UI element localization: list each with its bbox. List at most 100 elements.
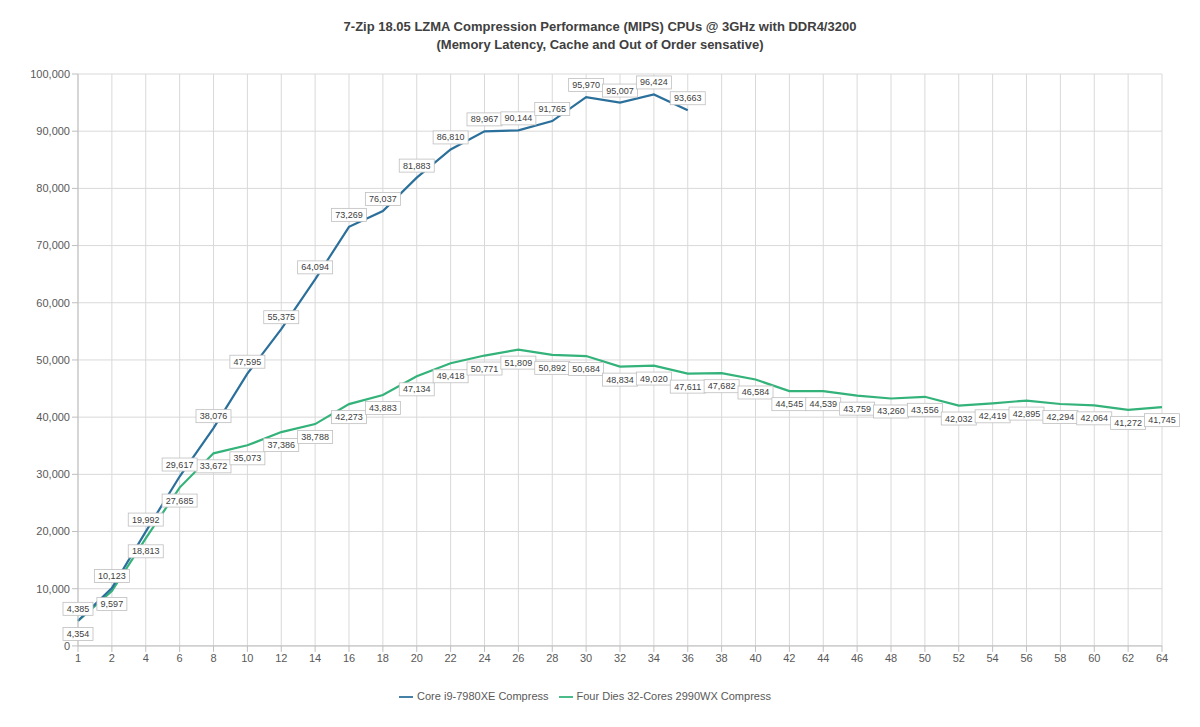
svg-text:12: 12 [275,652,287,664]
svg-text:0: 0 [64,640,70,652]
svg-text:43,260: 43,260 [877,406,905,416]
svg-text:41,745: 41,745 [1148,415,1176,425]
svg-text:62: 62 [1122,652,1134,664]
svg-text:60: 60 [1088,652,1100,664]
svg-text:2: 2 [109,652,115,664]
svg-text:18: 18 [377,652,389,664]
svg-text:29,617: 29,617 [166,460,194,470]
svg-text:64,094: 64,094 [301,262,329,272]
svg-text:35,073: 35,073 [234,453,262,463]
svg-text:20,000: 20,000 [36,525,70,537]
svg-text:42: 42 [783,652,795,664]
svg-text:34: 34 [648,652,660,664]
svg-text:48: 48 [885,652,897,664]
svg-text:30: 30 [580,652,592,664]
svg-text:90,144: 90,144 [505,113,533,123]
svg-text:26: 26 [512,652,524,664]
svg-text:4,385: 4,385 [67,604,90,614]
svg-text:50,684: 50,684 [572,364,600,374]
svg-text:46: 46 [851,652,863,664]
svg-text:44,545: 44,545 [776,399,804,409]
svg-text:54: 54 [987,652,999,664]
svg-text:44,539: 44,539 [809,399,837,409]
svg-text:14: 14 [309,652,321,664]
svg-text:50,771: 50,771 [471,364,499,374]
svg-text:24: 24 [478,652,490,664]
html-text:Core i9-7980XE Compress: Core i9-7980XE Compress [417,689,549,702]
svg-text:50,892: 50,892 [538,363,566,373]
svg-text:37,386: 37,386 [267,440,295,450]
svg-text:96,424: 96,424 [640,77,668,87]
svg-text:91,765: 91,765 [538,104,566,114]
svg-text:42,032: 42,032 [945,414,973,424]
svg-text:47,611: 47,611 [674,382,701,392]
svg-text:8: 8 [210,652,216,664]
svg-text:73,269: 73,269 [335,210,363,220]
svg-text:42,419: 42,419 [979,411,1007,421]
svg-text:38,076: 38,076 [200,411,228,421]
html-text:(Memory Latency, Cache and Out: (Memory Latency, Cache and Out of Order … [436,37,764,52]
svg-text:16: 16 [343,652,355,664]
svg-text:49,020: 49,020 [640,374,668,384]
svg-text:43,883: 43,883 [369,403,397,413]
svg-text:89,967: 89,967 [471,114,499,124]
svg-text:42,895: 42,895 [1013,409,1041,419]
svg-text:38,788: 38,788 [301,432,329,442]
svg-text:55,375: 55,375 [267,312,295,322]
svg-text:18,813: 18,813 [132,546,160,556]
svg-text:32: 32 [614,652,626,664]
svg-text:10: 10 [241,652,253,664]
svg-text:22: 22 [445,652,457,664]
svg-text:86,810: 86,810 [437,132,465,142]
svg-text:10,123: 10,123 [98,571,126,581]
svg-text:95,970: 95,970 [572,80,600,90]
svg-text:36: 36 [682,652,694,664]
svg-text:70,000: 70,000 [36,239,70,251]
svg-text:1: 1 [75,652,81,664]
svg-text:46,584: 46,584 [742,387,770,397]
svg-text:90,000: 90,000 [36,125,70,137]
svg-text:47,134: 47,134 [403,384,431,394]
svg-text:20: 20 [411,652,423,664]
svg-text:10,000: 10,000 [36,583,70,595]
svg-text:44: 44 [817,652,829,664]
svg-text:100,000: 100,000 [30,68,70,80]
svg-text:43,759: 43,759 [843,404,871,414]
svg-text:41,272: 41,272 [1114,418,1142,428]
svg-text:42,294: 42,294 [1047,412,1075,422]
svg-text:42,273: 42,273 [335,412,363,422]
svg-text:30,000: 30,000 [36,468,70,480]
svg-text:60,000: 60,000 [36,297,70,309]
svg-text:93,663: 93,663 [674,93,702,103]
svg-text:80,000: 80,000 [36,182,70,194]
svg-text:4,354: 4,354 [67,629,90,639]
svg-text:76,037: 76,037 [369,194,397,204]
svg-text:64: 64 [1156,652,1168,664]
svg-text:49,418: 49,418 [437,371,465,381]
svg-text:33,672: 33,672 [200,461,228,471]
svg-text:81,883: 81,883 [403,161,431,171]
svg-text:52: 52 [953,652,965,664]
svg-text:38: 38 [716,652,728,664]
svg-text:47,595: 47,595 [234,357,262,367]
html-text:Four Dies 32-Cores 2990WX Comp: Four Dies 32-Cores 2990WX Compress [576,689,771,702]
svg-text:51,809: 51,809 [505,358,533,368]
svg-text:27,685: 27,685 [166,496,194,506]
svg-text:48,834: 48,834 [606,375,634,385]
svg-text:28: 28 [546,652,558,664]
svg-text:95,007: 95,007 [606,86,634,96]
html-text:7-Zip 18.05 LZMA Compression P: 7-Zip 18.05 LZMA Compression Performance… [343,19,857,34]
svg-text:40: 40 [749,652,761,664]
svg-text:50: 50 [919,652,931,664]
svg-text:19,992: 19,992 [132,515,160,525]
svg-text:4: 4 [143,652,149,664]
svg-text:9,597: 9,597 [101,599,124,609]
svg-text:40,000: 40,000 [36,411,70,423]
svg-text:42,064: 42,064 [1080,413,1108,423]
svg-text:47,682: 47,682 [708,381,736,391]
svg-text:6: 6 [177,652,183,664]
svg-text:56: 56 [1020,652,1032,664]
svg-text:50,000: 50,000 [36,354,70,366]
svg-text:43,556: 43,556 [911,405,939,415]
svg-text:58: 58 [1054,652,1066,664]
